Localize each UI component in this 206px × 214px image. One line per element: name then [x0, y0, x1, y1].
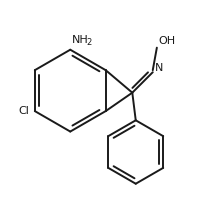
- Text: Cl: Cl: [19, 106, 30, 116]
- Text: N: N: [154, 63, 163, 73]
- Text: OH: OH: [158, 36, 175, 46]
- Text: NH: NH: [72, 35, 89, 45]
- Text: 2: 2: [86, 38, 91, 47]
